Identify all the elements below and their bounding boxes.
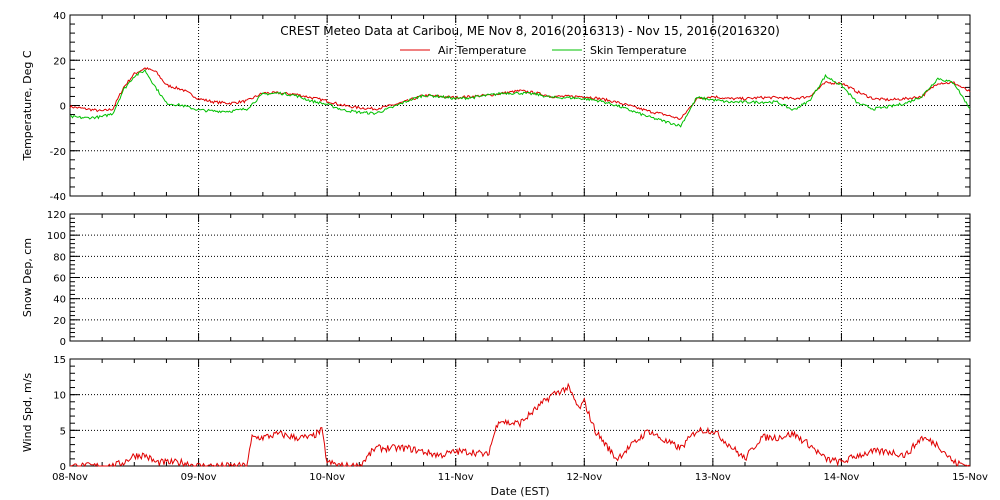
snow-depth-ytick-label: 0: [60, 337, 66, 348]
snow-depth-ytick-label: 120: [47, 210, 66, 221]
wind-speed-y-axis-title: Wind Spd, m/s: [21, 373, 34, 453]
temperature-series-line-2: [69, 68, 971, 128]
wind-speed-ytick-label: 5: [60, 426, 66, 437]
wind-speed-frame: [69, 358, 971, 467]
chart-title: CREST Meteo Data at Caribou, ME Nov 8, 2…: [280, 24, 780, 38]
temperature-ytick-label: -40: [50, 192, 66, 203]
temperature-ytick-label: 40: [53, 11, 66, 22]
temperature-series-line-1: [69, 66, 971, 120]
x-tick-label: 10-Nov: [309, 472, 345, 483]
x-tick-label: 11-Nov: [438, 472, 474, 483]
temperature-panel: -40 -20 0 20 40 Temperature, Deg C: [21, 11, 971, 203]
wind-speed-series-line-1: [70, 382, 971, 468]
snow-depth-ytick-label: 40: [53, 295, 66, 306]
legend-label-air: Air Temperature: [438, 44, 527, 57]
snow-depth-ytick-label: 20: [53, 316, 66, 327]
temperature-ytick-label: 0: [60, 102, 66, 113]
temperature-ytick-label: -20: [50, 147, 66, 158]
wind-speed-panel: 0 5 10 15 Wind Spd, m/s 08-Nov 09-Nov 10-Nov 11-…: [21, 355, 988, 483]
wind-speed-ytick-label: 0: [60, 462, 66, 473]
x-axis-title: Date (EST): [490, 485, 549, 498]
x-tick-label: 14-Nov: [823, 472, 859, 483]
x-tick-label: 08-Nov: [52, 472, 88, 483]
x-tick-label: 13-Nov: [695, 472, 731, 483]
temperature-y-axis-title: Temperature, Deg C: [21, 50, 34, 161]
snow-depth-y-axis-title: Snow Dep, cm: [21, 238, 34, 317]
temperature-ytick-label: 20: [53, 56, 66, 67]
wind-speed-ytick-label: 15: [53, 355, 66, 366]
x-tick-label: 12-Nov: [566, 472, 602, 483]
snow-depth-ytick-label: 80: [53, 252, 66, 263]
snow-depth-ytick-label: 60: [53, 274, 66, 285]
x-tick-label: 09-Nov: [181, 472, 217, 483]
legend-label-skin: Skin Temperature: [590, 44, 687, 57]
x-tick-label: 15-Nov: [952, 472, 988, 483]
wind-speed-ytick-label: 10: [53, 391, 66, 402]
snow-depth-panel: 0 20 40 60 80 100 120 Snow Dep, cm: [21, 210, 971, 348]
snow-depth-ytick-label: 100: [47, 231, 66, 242]
legend: Air Temperature Skin Temperature: [400, 44, 687, 57]
